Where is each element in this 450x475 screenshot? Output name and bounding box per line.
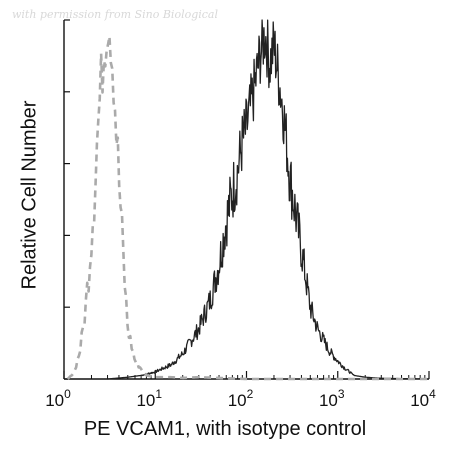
x-tick-label: 103 (319, 387, 345, 410)
vcam1-series (107, 19, 430, 380)
axes: 100 101 102 103 104 (45, 19, 436, 410)
y-axis-label: Relative Cell Number (18, 100, 41, 290)
x-axis-label: PE VCAM1, with isotype control (83, 418, 367, 440)
x-tick-label: 102 (228, 387, 254, 410)
watermark: with permission from Sino Biological (12, 8, 219, 21)
x-tick-label: 104 (410, 387, 436, 410)
isotype-control-series (66, 35, 429, 381)
series-layer (66, 19, 430, 381)
x-tick-label: 100 (45, 387, 71, 410)
x-tick-label: 101 (136, 387, 162, 410)
